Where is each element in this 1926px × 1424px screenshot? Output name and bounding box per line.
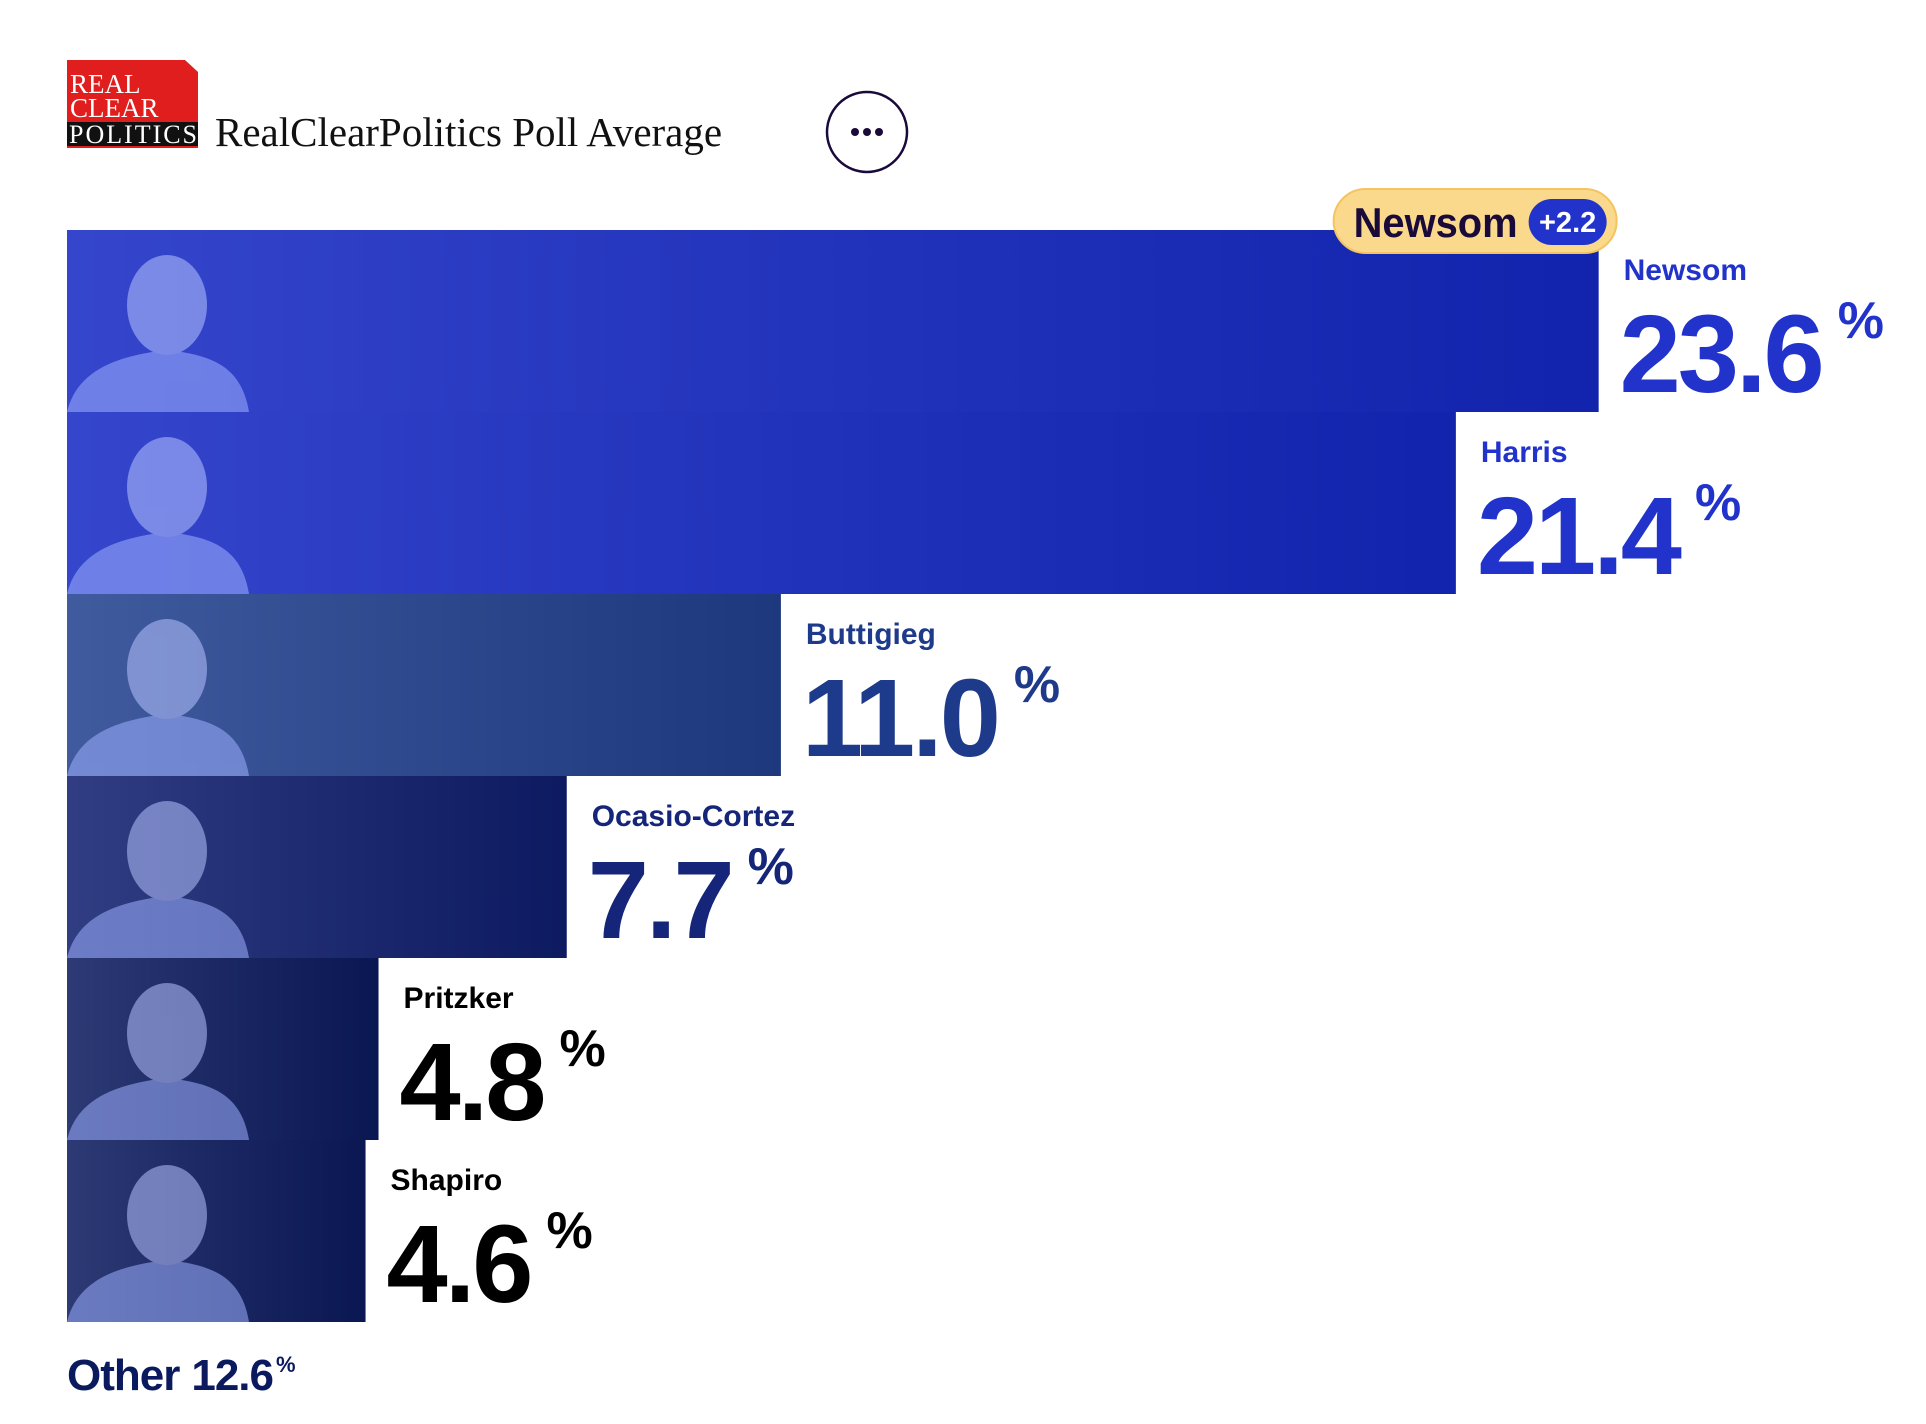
- value-label: 21.4%: [1477, 474, 1741, 598]
- bar-shade: [67, 412, 1456, 594]
- portrait-head: [127, 983, 207, 1083]
- portrait-shoulders: [67, 534, 249, 594]
- bar-shade: [67, 230, 1599, 412]
- value-number: 7.7: [588, 839, 732, 962]
- value-unit: %: [1695, 474, 1741, 532]
- value-unit: %: [1014, 656, 1060, 714]
- value-number: 23.6: [1620, 293, 1822, 416]
- portrait: [67, 437, 249, 594]
- value-unit: %: [559, 1020, 605, 1078]
- candidate-name: Pritzker: [404, 982, 514, 1015]
- portrait: [67, 619, 249, 776]
- candidate-name: Newsom: [1624, 254, 1747, 287]
- portrait-head: [127, 801, 207, 901]
- other-unit: %: [276, 1352, 295, 1377]
- value-label: 23.6%: [1620, 292, 1884, 416]
- dot: [875, 128, 883, 136]
- lead-candidate: Newsom: [1354, 199, 1518, 246]
- portrait-shoulders: [67, 352, 249, 412]
- logo-band: [67, 122, 198, 146]
- other-name: Other: [67, 1351, 180, 1400]
- portrait-shoulders: [67, 898, 249, 958]
- value-number: 11.0: [802, 657, 998, 780]
- value-number: 21.4: [1477, 475, 1682, 598]
- portrait-shoulders: [67, 1080, 249, 1140]
- portrait-head: [127, 619, 207, 719]
- lead-change: +2.2: [1539, 207, 1596, 239]
- portrait-shoulders: [67, 1262, 249, 1322]
- value-unit: %: [748, 838, 794, 896]
- portrait-head: [127, 437, 207, 537]
- value-label: 4.8%: [400, 1020, 606, 1144]
- candidate-name: Buttigieg: [806, 618, 936, 651]
- logo-text: REAL: [70, 69, 141, 99]
- dot: [863, 128, 871, 136]
- logo-text: CLEAR: [70, 93, 159, 123]
- portrait: [67, 1165, 249, 1322]
- portrait: [67, 255, 249, 412]
- portrait: [67, 983, 249, 1140]
- value-number: 4.8: [400, 1021, 544, 1144]
- portrait-head: [127, 1165, 207, 1265]
- dot: [851, 128, 859, 136]
- portrait: [67, 801, 249, 958]
- portrait-shoulders: [67, 716, 249, 776]
- logo: REAL CLEAR POLITICS: [67, 60, 198, 149]
- candidate-name: Harris: [1481, 436, 1568, 469]
- value-number: 4.6: [387, 1203, 531, 1326]
- other-label: Other 12.6%: [67, 1351, 295, 1400]
- chart-title: RealClearPolitics Poll Average: [215, 109, 722, 155]
- other-value: 12.6: [191, 1351, 273, 1400]
- lead-pill: [1528, 199, 1607, 245]
- value-label: 4.6%: [387, 1202, 593, 1326]
- value-unit: %: [546, 1202, 592, 1260]
- candidate-name: Shapiro: [391, 1164, 503, 1197]
- candidate-name: Ocasio-Cortez: [592, 800, 795, 833]
- portrait-head: [127, 255, 207, 355]
- value-label: 7.7%: [588, 838, 794, 962]
- more-button[interactable]: [825, 90, 909, 174]
- value-label: 11.0%: [802, 656, 1060, 780]
- value-unit: %: [1838, 292, 1884, 350]
